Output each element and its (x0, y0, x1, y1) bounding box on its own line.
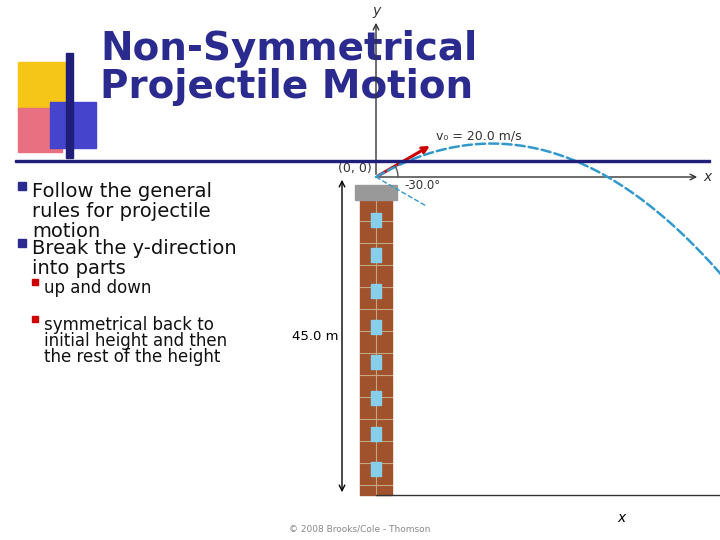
Bar (18, 182, 26, 190)
Bar (50, 102, 96, 148)
Bar (355, 185, 397, 200)
Bar (371, 427, 381, 441)
Bar (371, 462, 381, 476)
Text: Non-Symmetrical: Non-Symmetrical (100, 30, 477, 68)
Text: motion: motion (32, 222, 100, 241)
Text: (0, 0): (0, 0) (338, 162, 372, 175)
Bar (18, 108, 62, 152)
Text: v₀ = 20.0 m/s: v₀ = 20.0 m/s (436, 130, 522, 143)
Text: y: y (372, 4, 380, 18)
Bar (371, 284, 381, 298)
Text: x: x (618, 511, 626, 525)
Text: the rest of the height: the rest of the height (44, 348, 220, 366)
Text: Projectile Motion: Projectile Motion (100, 68, 473, 106)
Text: symmetrical back to: symmetrical back to (44, 316, 214, 334)
Bar (18, 239, 26, 247)
Bar (32, 316, 38, 322)
Bar (371, 248, 381, 262)
Text: 45.0 m: 45.0 m (292, 329, 338, 342)
Text: up and down: up and down (44, 279, 151, 297)
Text: initial height and then: initial height and then (44, 332, 227, 350)
Bar (371, 213, 381, 227)
Text: rules for projectile: rules for projectile (32, 202, 211, 221)
Bar (66, 53, 73, 158)
Bar (371, 355, 381, 369)
Bar (32, 279, 38, 285)
Bar (371, 391, 381, 405)
Text: Follow the general: Follow the general (32, 182, 212, 201)
Bar (360, 200, 392, 495)
Text: © 2008 Brooks/Cole - Thomson: © 2008 Brooks/Cole - Thomson (289, 525, 431, 534)
Bar (18, 62, 70, 110)
Text: -30.0°: -30.0° (404, 179, 440, 192)
Text: Break the y-direction: Break the y-direction (32, 239, 237, 258)
Text: x: x (703, 170, 711, 184)
Bar (15, 160, 710, 162)
Text: into parts: into parts (32, 259, 126, 278)
Bar (371, 320, 381, 334)
